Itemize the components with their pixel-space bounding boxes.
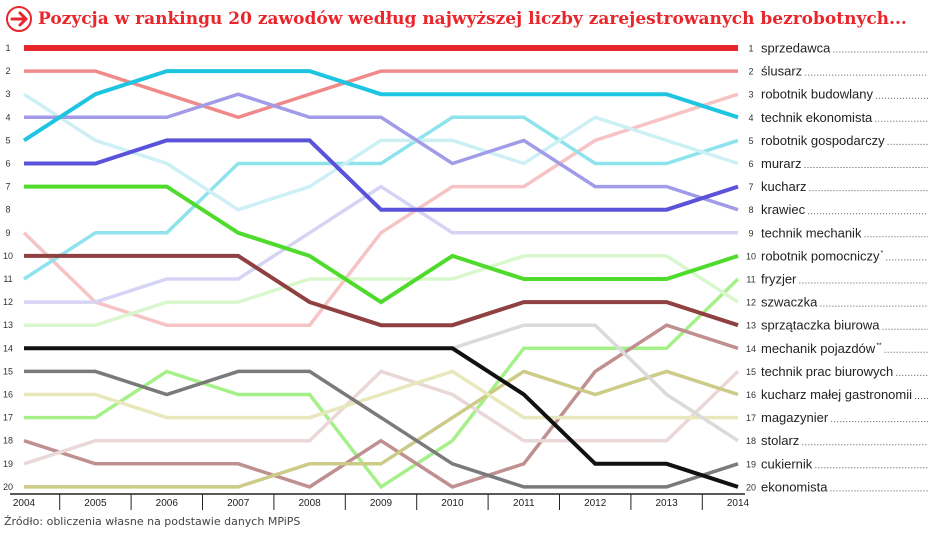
- series-line: [24, 92, 739, 212]
- x-tick-label: 2013: [655, 498, 678, 509]
- series-line: [22, 69, 739, 143]
- legend-label: szwaczka: [761, 295, 818, 310]
- legend-label: fryzjer: [761, 272, 797, 287]
- legend-label: robotnik budowlany: [761, 87, 874, 102]
- y-tick-label: 15: [3, 366, 13, 376]
- series-line: [24, 184, 738, 304]
- legend-rank: 7: [748, 182, 753, 192]
- legend-label: magazynier: [761, 410, 829, 425]
- source-note: Źródło: obliczenia własne na podstawie d…: [4, 515, 301, 528]
- y-tick-label: 12: [3, 297, 13, 307]
- series-line: [23, 115, 739, 281]
- legend-rank: 6: [748, 159, 753, 169]
- y-tick-label: 10: [3, 251, 13, 261]
- legend-label: robotnik pomocniczy: [761, 248, 880, 263]
- legend-rank: 14: [746, 344, 756, 354]
- series-line: [23, 92, 739, 212]
- legend-rank: 13: [746, 321, 756, 331]
- y-tick-label: 17: [3, 413, 13, 423]
- series-line: [23, 323, 739, 489]
- x-tick-label: 2008: [298, 498, 321, 509]
- series-line: [23, 369, 740, 466]
- legend-rank: 1: [748, 44, 753, 54]
- x-axis: 2004 2005 2006 2007 2008 2009 2010 2011 2012 2013…: [10, 493, 750, 510]
- x-tick-label: 2007: [227, 498, 250, 509]
- legend-label: ekonomista: [761, 479, 828, 494]
- legend-rank: 16: [746, 390, 756, 400]
- y-tick-label: 4: [5, 112, 10, 122]
- legend-rank: 11: [746, 275, 755, 285]
- y-tick-label: 20: [3, 482, 13, 492]
- series-line: [24, 184, 739, 305]
- legend-rank: 15: [746, 367, 756, 377]
- legend-rank: 2: [748, 67, 753, 77]
- x-tick-label: 2009: [370, 498, 393, 509]
- legend-rank: 5: [748, 136, 753, 146]
- x-tick-label: 2010: [441, 498, 464, 509]
- series-line: [24, 369, 738, 420]
- legend-label: ślusarz: [761, 64, 802, 79]
- y-tick-label: 19: [3, 459, 13, 469]
- x-tick-label: 2011: [513, 498, 535, 509]
- legend-label: technik prac biurowych: [761, 364, 893, 379]
- arrow-right-icon: [6, 6, 32, 32]
- legend-label: sprzedawca: [761, 41, 831, 56]
- y-tick-label: 7: [5, 182, 10, 192]
- legend-label: krawiec: [761, 202, 806, 217]
- legend-label: kucharz: [761, 179, 807, 194]
- legend-rank: 4: [748, 113, 753, 123]
- legend-rank: 12: [746, 298, 756, 308]
- x-tick-label: 2012: [584, 498, 607, 509]
- legend-rank: 19: [746, 459, 756, 469]
- legend-label: robotnik gospodarczy: [761, 133, 885, 148]
- x-tick-label: 2014: [727, 498, 750, 509]
- legend-label: mechanik pojazdów: [761, 341, 876, 356]
- series-lines: [22, 45, 740, 490]
- chart-title-row: Pozycja w rankingu 20 zawodów według naj…: [6, 4, 907, 34]
- series-line: [24, 69, 738, 120]
- legend-rank: 3: [748, 90, 753, 100]
- series-line: [24, 369, 739, 489]
- legend-marker: *: [881, 250, 884, 257]
- chart-title: Pozycja w rankingu 20 zawodów według naj…: [38, 9, 907, 29]
- series-line: [24, 138, 739, 212]
- legend-label: sprzątaczka biurowa: [761, 318, 880, 333]
- x-tick-label: 2005: [84, 498, 107, 509]
- y-tick-label: 9: [5, 228, 10, 238]
- y-tick-label: 3: [5, 89, 10, 99]
- x-tick-label: 2004: [13, 498, 36, 509]
- legend-marker: **: [876, 342, 882, 349]
- legend-rank: 18: [746, 436, 756, 446]
- legend-rank: 9: [748, 228, 753, 238]
- legend-label: kucharz małej gastronomii: [761, 387, 912, 402]
- legend-label: cukiernik: [761, 456, 813, 471]
- legend-label: stolarz: [761, 433, 799, 448]
- series-line: [24, 254, 739, 327]
- series-line: [24, 369, 739, 489]
- y-tick-label: 18: [3, 436, 13, 446]
- y-tick-label: 2: [5, 66, 10, 76]
- legend-rank: 17: [746, 413, 756, 423]
- y-tick-label: 14: [3, 343, 13, 353]
- y-tick-label: 13: [3, 320, 13, 330]
- y-tick-label: 1: [5, 43, 10, 53]
- y-tick-label: 8: [5, 205, 10, 215]
- series-line: [24, 253, 739, 328]
- legend-rank: 20: [746, 482, 756, 492]
- series-line: [24, 346, 739, 489]
- y-tick-label: 11: [3, 274, 12, 284]
- x-tick-label: 2006: [156, 498, 179, 509]
- y-tick-label: 16: [3, 390, 13, 400]
- series-line: [22, 92, 739, 327]
- legend-rank: 10: [746, 251, 756, 261]
- legend-rank: 8: [748, 205, 753, 215]
- legend-label: murarz: [761, 156, 801, 171]
- legend-label: technik mechanik: [761, 225, 862, 240]
- y-tick-label: 6: [5, 159, 10, 169]
- y-tick-label: 5: [5, 135, 10, 145]
- legend-label: technik ekonomista: [761, 110, 873, 125]
